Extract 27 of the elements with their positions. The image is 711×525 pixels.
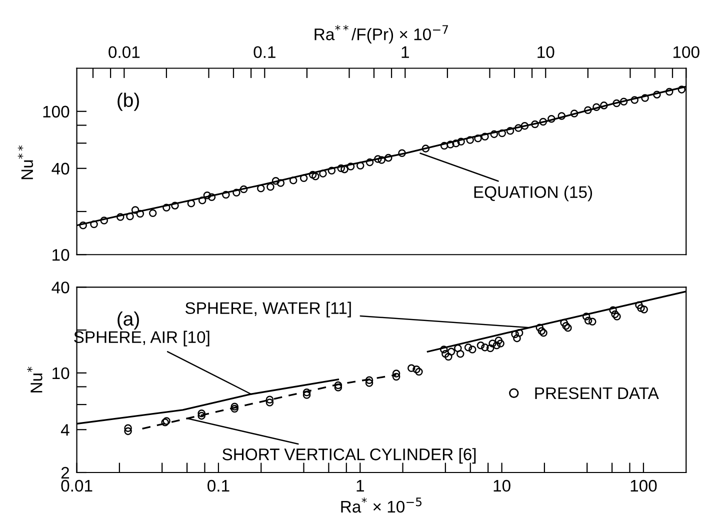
x-tick-label: 0.01 (61, 480, 92, 492)
y-tick-label: 100 (43, 106, 70, 118)
x-tick-label: 1 (356, 480, 364, 492)
legend-label: PRESENT DATA (535, 387, 659, 400)
x-axis-title: Ra$^{**}$/F(Pr) × 10$^{−7}$ (314, 25, 448, 44)
annotation: (b) (118, 92, 139, 111)
x-tick-label: 0.01 (108, 46, 140, 58)
x-tick-label: 1 (402, 46, 409, 58)
x-tick-label: 0.1 (208, 480, 230, 492)
annotation: (a) (118, 311, 139, 330)
y-tick-label: 40 (52, 162, 70, 175)
annotation: SHORT VERTICAL CYLINDER [6] (222, 448, 476, 464)
y-axis-title: Nu$^{*}$ (27, 366, 42, 392)
x-tick-label: 0.1 (254, 46, 276, 58)
y-tick-label: 10 (52, 249, 70, 261)
x-tick-label: 10 (538, 46, 554, 58)
x-axis-title: Ra$^{*}$ × 10$^{−5}$ (341, 497, 422, 513)
y-tick-label: 2 (61, 466, 70, 479)
x-tick-label: 100 (630, 480, 657, 492)
y-axis-title: Nu$^{**}$ (18, 145, 34, 180)
x-tick-label: 100 (673, 46, 700, 58)
x-tick-label: 10 (494, 480, 510, 492)
y-tick-label: 40 (52, 282, 70, 294)
y-tick-label: 10 (52, 367, 70, 380)
annotation: EQUATION (15) (474, 186, 592, 202)
y-tick-label: 4 (60, 424, 70, 436)
annotation: SPHERE, WATER [11] (185, 302, 351, 318)
